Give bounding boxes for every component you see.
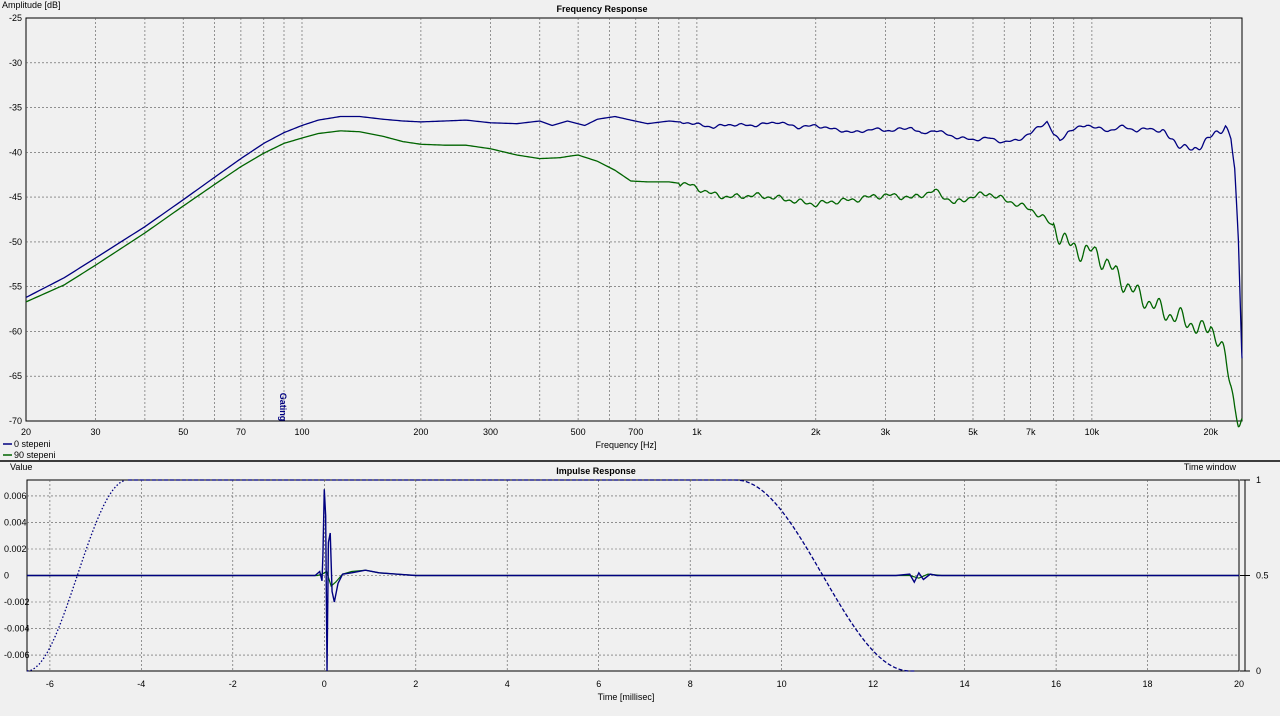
- time-window-rise: [26, 480, 125, 672]
- fr-series-line-0-stepeni: [25, 115, 1243, 359]
- ir-y-tick-label: -0.006: [4, 650, 30, 660]
- ir-x-tick-label: -4: [137, 679, 145, 689]
- fr-x-ticks: 20 30 50 70 100 200 300 500 700 1k 2k 3k 5k 7k 10k 20k: [21, 427, 1218, 437]
- fr-x-tick-label: 30: [90, 427, 100, 437]
- fr-title: Frequency Response: [556, 4, 647, 14]
- fr-x-tick-label: 300: [483, 427, 498, 437]
- fr-x-tick-label: 20: [21, 427, 31, 437]
- fr-y-tick-label: -40: [9, 147, 22, 157]
- ir-x-ticks: -6 -4 -2 0 2 4 6 8 10 12 14 16 18 20: [46, 679, 1244, 689]
- fr-y-tick-label: -60: [9, 326, 22, 336]
- ir-x-axis-label: Time [millisec]: [598, 692, 655, 702]
- ir-y-axis-label: Value: [10, 462, 32, 472]
- ir-title: Impulse Response: [556, 466, 636, 476]
- ir-x-tick-label: -6: [46, 679, 54, 689]
- ir-y-tick-label: 0.004: [4, 517, 27, 527]
- ir-y-tick-label: -0.002: [4, 597, 30, 607]
- fr-y-tick-label: -25: [9, 13, 22, 23]
- ir-y-ticks: 0.006 0.004 0.002 0 -0.002 -0.004 -0.006: [4, 491, 30, 660]
- fr-y-tick-label: -55: [9, 282, 22, 292]
- ir-x-tick-label: 18: [1142, 679, 1152, 689]
- ir-right-axis-ticks: 10.50: [1240, 475, 1269, 676]
- fr-x-axis-label: Frequency [Hz]: [595, 440, 656, 450]
- fr-x-tick-label: 70: [236, 427, 246, 437]
- ir-x-tick-label: 6: [596, 679, 601, 689]
- frequency-response-panel: -25 -30 -35 -40 -45 -50 -55 -60 -65 -70 20 30 50 70 1…: [2, 0, 1243, 460]
- ir-y-tick-label: -0.004: [4, 624, 30, 634]
- ir-right-tick-label: 1: [1256, 475, 1261, 485]
- ir-y-tick-label: 0: [4, 571, 9, 581]
- ir-x-tick-label: 10: [777, 679, 787, 689]
- fr-x-tick-label: 500: [571, 427, 586, 437]
- ir-x-tick-label: 0: [322, 679, 327, 689]
- ir-y-tick-label: 0.006: [4, 491, 27, 501]
- fr-x-tick-label: 100: [294, 427, 309, 437]
- ir-x-tick-label: -2: [229, 679, 237, 689]
- ir-x-tick-label: 14: [960, 679, 970, 689]
- fr-y-tick-label: -50: [9, 237, 22, 247]
- fr-x-tick-label: 700: [628, 427, 643, 437]
- time-window-curve: [128, 479, 916, 672]
- fr-x-tick-label: 2k: [811, 427, 821, 437]
- fr-x-tick-label: 3k: [881, 427, 891, 437]
- ir-right-tick-label: 0.5: [1256, 571, 1269, 581]
- fr-y-tick-label: -35: [9, 103, 22, 113]
- fr-x-tick-label: 10k: [1085, 427, 1100, 437]
- ir-series-line-0-stepeni: [27, 489, 1239, 672]
- legend-label-90-stepeni[interactable]: 90 stepeni: [14, 450, 56, 460]
- fr-y-tick-label: -45: [9, 192, 22, 202]
- fr-series: [25, 115, 1243, 428]
- ir-x-tick-label: 4: [505, 679, 510, 689]
- ir-y-tick-label: 0.002: [4, 544, 27, 554]
- fr-y-axis-label: Amplitude [dB]: [2, 0, 61, 10]
- ir-series: [27, 489, 1239, 672]
- fr-plot-frame[interactable]: [25, 17, 1243, 422]
- fr-x-tick-label: 200: [413, 427, 428, 437]
- ir-x-tick-label: 12: [868, 679, 878, 689]
- fr-y-tick-label: -30: [9, 58, 22, 68]
- ir-x-tick-label: 8: [688, 679, 693, 689]
- fr-x-tick-label: 50: [178, 427, 188, 437]
- ir-x-tick-label: 16: [1051, 679, 1061, 689]
- fr-x-tick-label: 5k: [968, 427, 978, 437]
- ir-x-tick-label: 2: [413, 679, 418, 689]
- fr-y-ticks: -25 -30 -35 -40 -45 -50 -55 -60 -65 -70: [9, 13, 22, 426]
- legend: 0 stepeni 90 stepeni: [3, 439, 56, 460]
- ir-right-tick-label: 0: [1256, 666, 1261, 676]
- ir-x-tick-label: 20: [1234, 679, 1244, 689]
- gating-marker-label[interactable]: Gating: [278, 393, 288, 422]
- fr-x-tick-label: 20k: [1203, 427, 1218, 437]
- fr-y-tick-label: -65: [9, 371, 22, 381]
- fr-y-tick-label: -70: [9, 416, 22, 426]
- ir-right-axis-label: Time window: [1184, 462, 1237, 472]
- ir-time-window: [26, 479, 916, 672]
- fr-grid: [26, 18, 1242, 421]
- fr-x-tick-label: 1k: [692, 427, 702, 437]
- legend-label-0-stepeni[interactable]: 0 stepeni: [14, 439, 51, 449]
- fr-x-tick-label: 7k: [1026, 427, 1036, 437]
- fr-series-line-90-stepeni: [25, 130, 1243, 428]
